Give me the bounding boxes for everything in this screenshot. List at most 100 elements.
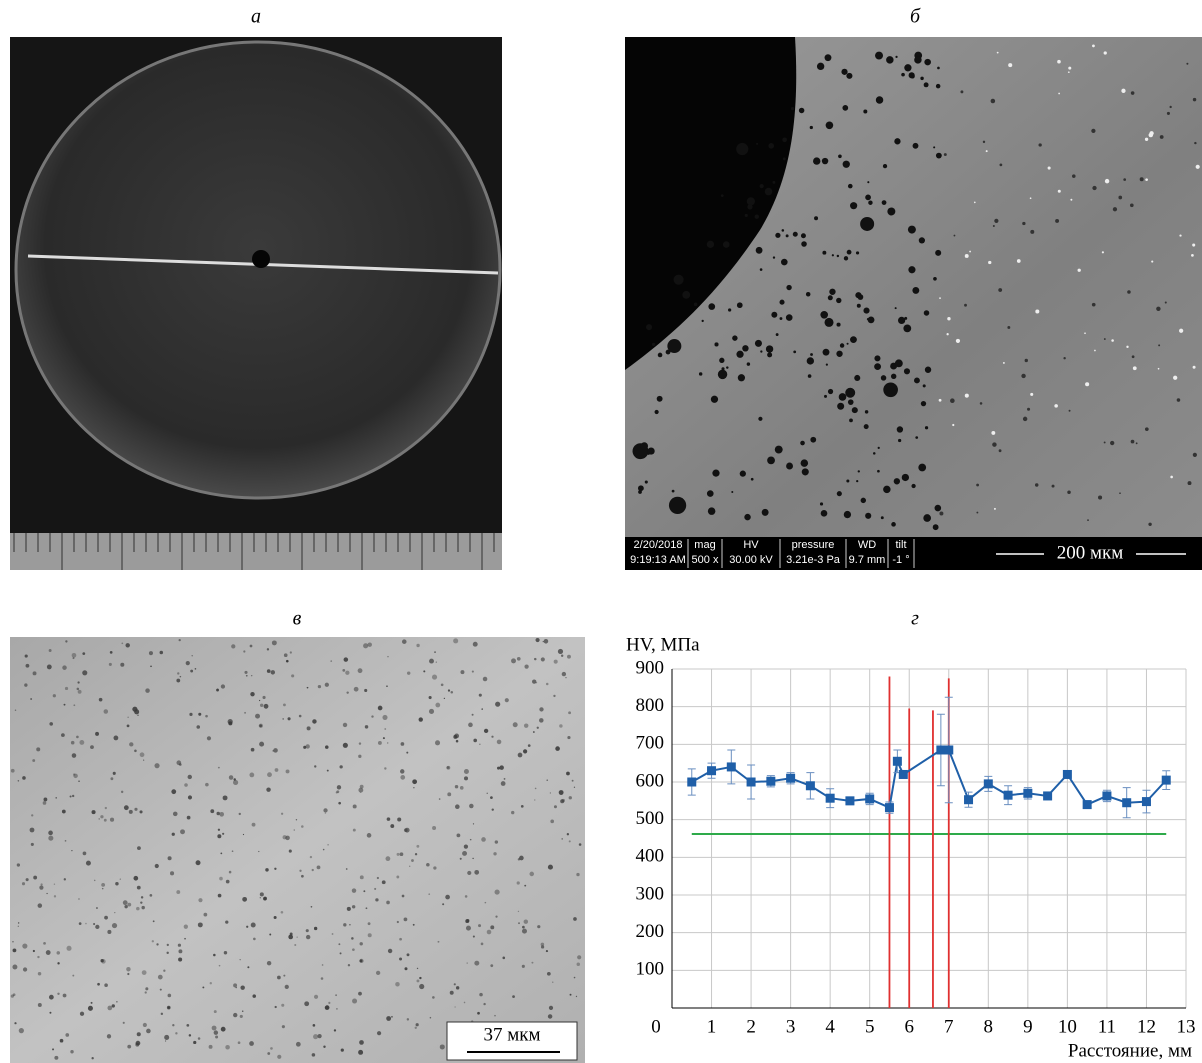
- speck: [129, 810, 133, 814]
- speck: [1123, 178, 1126, 181]
- speck: [1192, 243, 1195, 246]
- speck: [342, 669, 345, 672]
- speck: [1104, 442, 1106, 444]
- data-point: [826, 794, 835, 803]
- speck: [328, 1002, 330, 1004]
- pore: [806, 292, 811, 297]
- pore: [766, 345, 773, 352]
- sem-info-text: pressure: [792, 539, 835, 551]
- speck: [228, 719, 233, 724]
- speck: [1156, 307, 1160, 311]
- speck: [536, 682, 537, 683]
- speck: [307, 687, 309, 689]
- speck: [327, 770, 329, 772]
- speck: [70, 1050, 73, 1053]
- speck: [325, 813, 326, 814]
- pore: [828, 295, 833, 300]
- speck: [419, 717, 423, 721]
- speck: [472, 671, 474, 673]
- speck: [567, 833, 569, 835]
- speck: [62, 665, 67, 670]
- speck: [72, 653, 77, 658]
- speck: [396, 876, 399, 879]
- speck: [274, 916, 277, 919]
- speck: [18, 922, 19, 923]
- speck: [426, 863, 430, 867]
- speck: [364, 689, 367, 692]
- data-point: [1043, 791, 1052, 800]
- speck: [481, 837, 486, 842]
- speck: [464, 1002, 466, 1004]
- speck: [577, 962, 580, 965]
- speck: [435, 740, 440, 745]
- speck: [171, 789, 176, 794]
- pore: [861, 498, 866, 503]
- speck: [198, 898, 202, 902]
- pore: [924, 310, 930, 316]
- speck: [24, 683, 27, 686]
- speck: [176, 760, 181, 765]
- pore: [742, 345, 748, 351]
- speck: [210, 809, 214, 813]
- speck: [469, 804, 473, 808]
- speck: [562, 672, 566, 676]
- speck: [956, 339, 960, 343]
- speck: [11, 769, 15, 773]
- pore: [645, 480, 648, 483]
- speck: [477, 1012, 480, 1015]
- y-tick-label: 600: [636, 770, 665, 791]
- pore: [864, 424, 869, 429]
- pore: [911, 484, 915, 488]
- pore: [674, 275, 684, 285]
- speck: [1130, 203, 1134, 207]
- speck: [1092, 186, 1096, 190]
- speck: [110, 818, 114, 822]
- speck: [218, 894, 222, 898]
- speck: [391, 1016, 393, 1018]
- speck: [88, 1006, 93, 1011]
- speck: [284, 653, 288, 657]
- speck: [1145, 178, 1148, 181]
- speck: [388, 949, 392, 953]
- speck: [524, 723, 528, 727]
- speck: [270, 1047, 273, 1050]
- speck: [487, 930, 492, 935]
- speck: [100, 815, 103, 818]
- speck: [1067, 491, 1071, 495]
- pore: [801, 233, 806, 238]
- speck: [1104, 338, 1106, 340]
- speck: [479, 694, 482, 697]
- speck: [19, 1028, 24, 1033]
- speck: [576, 873, 579, 876]
- pore: [820, 502, 823, 505]
- speck: [367, 833, 372, 838]
- pore: [848, 399, 854, 405]
- speck: [53, 694, 56, 697]
- speck: [296, 1042, 301, 1047]
- speck: [105, 807, 107, 809]
- speck: [335, 994, 337, 996]
- pore: [837, 403, 844, 410]
- speck: [411, 859, 414, 862]
- speck: [993, 225, 995, 227]
- speck: [317, 865, 321, 869]
- speck: [546, 950, 548, 952]
- pore: [732, 335, 737, 340]
- speck: [334, 1029, 336, 1031]
- pore: [736, 143, 748, 155]
- speck: [44, 798, 48, 802]
- speck: [1022, 222, 1025, 225]
- pore: [745, 214, 748, 217]
- speck: [253, 938, 256, 941]
- speck: [259, 724, 262, 727]
- speck: [107, 930, 111, 934]
- speck: [377, 877, 379, 879]
- speck: [246, 675, 248, 677]
- speck: [30, 698, 32, 700]
- pore: [719, 358, 724, 363]
- pore: [883, 164, 887, 168]
- pore: [726, 366, 728, 368]
- speck: [1131, 440, 1135, 444]
- speck: [104, 709, 109, 714]
- pore: [895, 307, 897, 309]
